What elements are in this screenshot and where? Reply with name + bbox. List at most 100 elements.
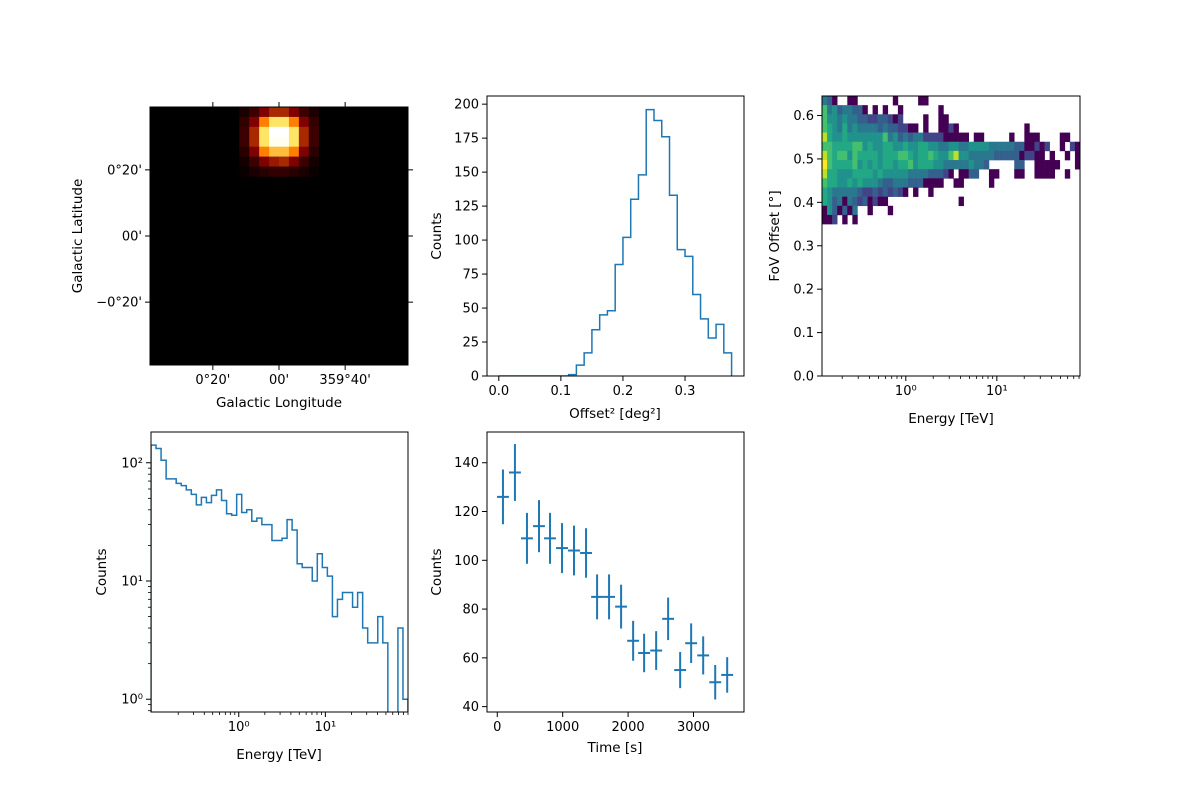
- heatmap-cell: [943, 160, 949, 170]
- heatmap-cell: [832, 214, 838, 225]
- heatmap-cell: [923, 123, 929, 133]
- heatmap-cell: [923, 141, 929, 152]
- heatmap-cell: [933, 132, 939, 143]
- sky-pixel: [288, 126, 300, 138]
- heatmap-cell: [908, 160, 914, 170]
- heatmap-cell: [847, 160, 853, 170]
- heatmap-cell: [923, 132, 929, 143]
- heatmap-cell: [872, 169, 878, 179]
- heatmap-cell: [1044, 169, 1050, 179]
- heatmap-cell: [832, 205, 838, 216]
- heatmap-cell: [938, 141, 944, 152]
- sky-xlabel: Galactic Longitude: [216, 395, 342, 411]
- lightcurve-xlabel: Time [s]: [587, 740, 643, 756]
- heatmap-cell: [1024, 132, 1030, 143]
- sky-pixel: [259, 116, 270, 128]
- heatmap-cell: [1034, 132, 1040, 143]
- heatmap-cell: [948, 141, 954, 152]
- heatmap-cell: [827, 141, 833, 152]
- heatmap-cell: [913, 160, 919, 170]
- heatmap-cell: [923, 96, 929, 106]
- heatmap-cell: [923, 178, 929, 188]
- heatmap-cell: [887, 141, 894, 152]
- heatmap-cell: [822, 150, 828, 161]
- heatmap-cell: [973, 141, 980, 152]
- heatmap-cell: [862, 141, 868, 152]
- heatmap-cell: [827, 169, 833, 179]
- heatmap-cell: [897, 160, 904, 170]
- heatmap-cell: [832, 114, 838, 124]
- heatmap-cell: [988, 141, 995, 152]
- heatmap-cell: [897, 105, 904, 115]
- heatmap-cell: [822, 187, 828, 197]
- histogram-step-line: [151, 444, 408, 712]
- x-tick-label: 1000: [546, 720, 579, 735]
- heatmap-cell: [872, 132, 878, 143]
- heatmap-cell: [938, 160, 944, 170]
- heatmap-cell: [857, 114, 863, 124]
- heatmap-cell: [837, 141, 843, 152]
- heatmap-cell: [857, 160, 863, 170]
- heatmap-cell: [877, 123, 884, 133]
- heatmap-cell: [827, 132, 833, 143]
- y-tick-label: 00': [122, 230, 142, 245]
- heatmap-cell: [872, 178, 878, 188]
- heatmap-cell: [882, 187, 889, 197]
- heatmap-cell: [897, 187, 904, 197]
- energy-ylabel: Counts: [94, 548, 110, 595]
- sky-pixel: [239, 136, 250, 147]
- heatmap-cell: [847, 105, 853, 115]
- heatmap-cell: [908, 141, 914, 152]
- heatmap-cell: [948, 132, 954, 143]
- heatmap-cell: [1039, 150, 1045, 161]
- heatmap-cell: [827, 150, 833, 161]
- heatmap-cell: [978, 150, 985, 161]
- x-tick-label: 3000: [677, 720, 710, 735]
- heatmap-cell: [958, 169, 964, 179]
- lightcurve-point: [638, 633, 651, 673]
- heatmap-cell: [892, 169, 899, 179]
- heatmap-cell: [847, 96, 853, 106]
- heatmap-cell: [822, 205, 828, 216]
- heatmap-cell: [852, 178, 858, 188]
- heatmap-cell: [857, 132, 863, 143]
- heatmap-cell: [857, 150, 863, 161]
- heatmap-cell: [1034, 169, 1040, 179]
- sky-pixel: [239, 166, 250, 177]
- heatmap-cell: [933, 160, 939, 170]
- heatmap-cell: [958, 141, 964, 152]
- sky-pixel: [298, 116, 310, 128]
- heatmap-cell: [1049, 160, 1056, 170]
- heatmap-cell: [832, 196, 838, 207]
- y-tick-label: 150: [454, 166, 479, 181]
- heatmap-cell: [867, 160, 873, 170]
- heatmap-cell: [943, 123, 949, 133]
- heatmap-cell: [877, 169, 884, 179]
- sky-pixel: [269, 166, 280, 177]
- heatmap-cell: [978, 160, 985, 170]
- heatmap-cell: [832, 187, 838, 197]
- heatmap-cell: [892, 150, 899, 161]
- heatmap-cell: [882, 196, 889, 207]
- heatmap-cell: [963, 160, 970, 170]
- y-tick-label: 0.6: [793, 109, 814, 124]
- heatmap-cell: [933, 150, 939, 161]
- sky-pixel: [239, 146, 250, 157]
- sky-pixel: [298, 146, 310, 157]
- sky-pixel: [269, 107, 280, 118]
- x-tick-label: 359°40': [319, 373, 370, 388]
- heatmap-cell: [852, 132, 858, 143]
- heatmap-cell: [1064, 169, 1071, 179]
- lightcurve-point: [591, 574, 604, 620]
- heatmap-cell: [882, 169, 889, 179]
- heatmap-cell: [988, 178, 995, 188]
- heatmap-cell: [827, 105, 833, 115]
- heatmap-cell: [963, 141, 970, 152]
- heatmap-cell: [827, 214, 833, 225]
- heatmap-cell: [1039, 141, 1045, 152]
- heatmap-cell: [822, 160, 828, 170]
- heatmap-cell: [827, 160, 833, 170]
- heatmap-cell: [872, 150, 878, 161]
- heatmap-cell: [862, 123, 868, 133]
- heatmap-cell: [857, 169, 863, 179]
